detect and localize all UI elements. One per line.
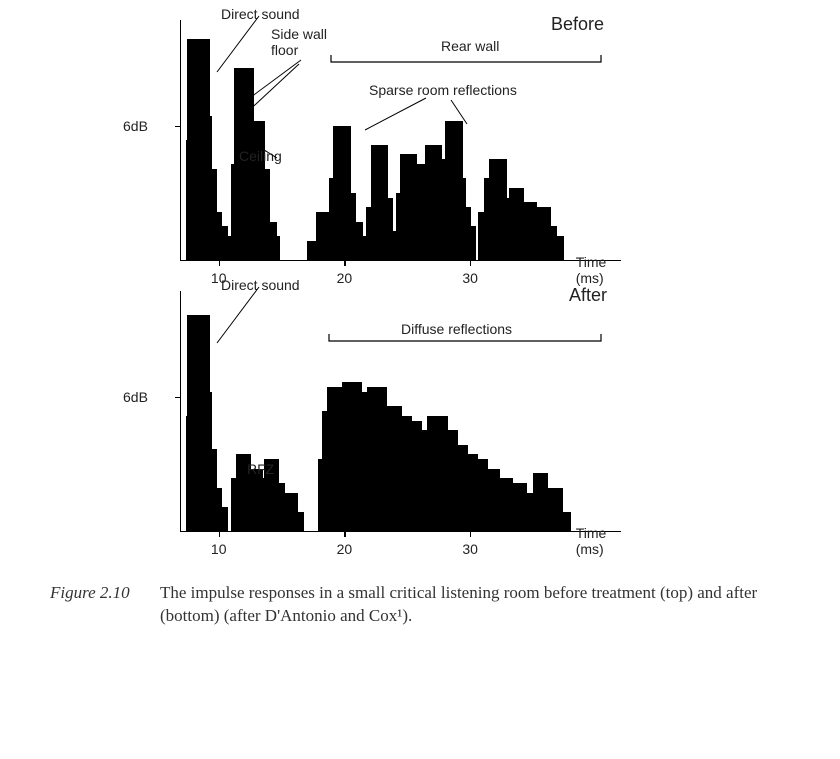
- x-tick-label: 30: [462, 541, 478, 557]
- y-tick: [175, 126, 181, 127]
- impulse-bar: [556, 512, 571, 531]
- impulse-bar: [268, 236, 281, 260]
- annotation-sparse: Sparse room reflections: [369, 82, 517, 98]
- panels-host: 102030Time (ms)6dBBeforeDirect soundSide…: [20, 20, 820, 532]
- x-axis-label: Time (ms): [576, 525, 607, 557]
- annotation-sidewall: Side wall floor: [271, 26, 327, 58]
- panel-after: 102030Time (ms)6dBAfterDirect soundRFZDi…: [180, 291, 740, 532]
- panel-before: 102030Time (ms)6dBBeforeDirect soundSide…: [180, 20, 740, 261]
- x-tick: [344, 260, 345, 266]
- impulse-bar: [289, 512, 304, 531]
- annotation-diffuse: Diffuse reflections: [401, 321, 512, 337]
- figure-number: Figure 2.10: [50, 582, 160, 628]
- x-tick: [470, 531, 471, 537]
- figure-container: 102030Time (ms)6dBBeforeDirect soundSide…: [20, 20, 820, 628]
- x-tick-label: 10: [211, 541, 227, 557]
- plot-area: 102030Time (ms)6dBBeforeDirect soundSide…: [180, 20, 621, 261]
- x-tick-label: 30: [462, 270, 478, 286]
- y-axis-label: 6dB: [123, 389, 148, 405]
- figure-caption: Figure 2.10 The impulse responses in a s…: [50, 582, 810, 628]
- annotation-direct: Direct sound: [221, 277, 300, 293]
- annotation-rfz: RFZ: [247, 461, 274, 477]
- y-tick: [175, 397, 181, 398]
- impulse-bar: [212, 507, 227, 531]
- x-tick: [219, 531, 220, 537]
- y-axis-label: 6dB: [123, 118, 148, 134]
- impulse-bars: [181, 20, 621, 260]
- x-axis-label: Time (ms): [576, 254, 607, 286]
- annotation-ceiling: Ceiling: [239, 148, 282, 164]
- panel-title: Before: [551, 14, 604, 35]
- annotation-direct: Direct sound: [221, 6, 300, 22]
- x-tick: [219, 260, 220, 266]
- x-tick-label: 20: [337, 270, 353, 286]
- impulse-bar: [461, 226, 476, 260]
- panel-title: After: [569, 285, 607, 306]
- plot-area: 102030Time (ms)6dBAfterDirect soundRFZDi…: [180, 291, 621, 532]
- impulse-bar: [549, 236, 564, 260]
- x-tick: [344, 531, 345, 537]
- annotation-rear: Rear wall: [441, 38, 499, 54]
- x-tick: [470, 260, 471, 266]
- figure-caption-text: The impulse responses in a small critica…: [160, 582, 810, 628]
- x-tick-label: 20: [337, 541, 353, 557]
